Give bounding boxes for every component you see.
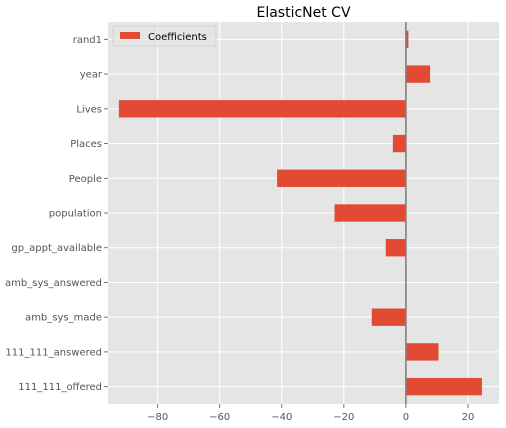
x-tick-label: −20 [333,412,354,423]
y-tick-label: amb_sys_made [25,313,102,324]
y-tick-label: amb_sys_answered [5,278,102,289]
y-tick-label: Lives [76,104,102,115]
y-tick-label: Places [70,139,102,150]
x-tick-label: 0 [403,412,409,423]
bar [371,308,406,326]
y-tick-label: population [49,209,102,220]
x-axis-ticks: −80 −60 −40 −20 0 20 [147,404,474,423]
bar [405,343,439,361]
x-tick-label: −40 [271,412,292,423]
bar [334,204,406,222]
chart-title: ElasticNet CV [256,5,350,21]
y-tick-label: 111_111_answered [5,347,102,358]
bar [405,30,409,49]
x-tick-label: −80 [147,412,168,423]
y-tick-label: People [69,174,102,185]
bar [392,134,406,153]
legend-label: Coefficients [148,32,207,43]
bar [405,377,482,396]
bar [385,239,406,257]
legend-swatch [120,32,140,39]
y-tick-label: rand1 [73,35,102,46]
legend: Coefficients [112,25,217,47]
y-tick-label: 111_111_offered [18,382,102,393]
x-tick-label: −60 [209,412,230,423]
y-tick-label: year [80,70,103,81]
y-axis-ticks: 111_111_offered 111_111_answered amb_sys_m… [5,35,108,393]
bar [277,169,406,187]
x-tick-label: 20 [462,412,475,423]
bars [118,30,482,396]
y-tick-label: gp_appt_available [11,243,102,254]
legend-box [112,25,217,47]
bar [118,100,406,118]
bar [405,65,431,83]
